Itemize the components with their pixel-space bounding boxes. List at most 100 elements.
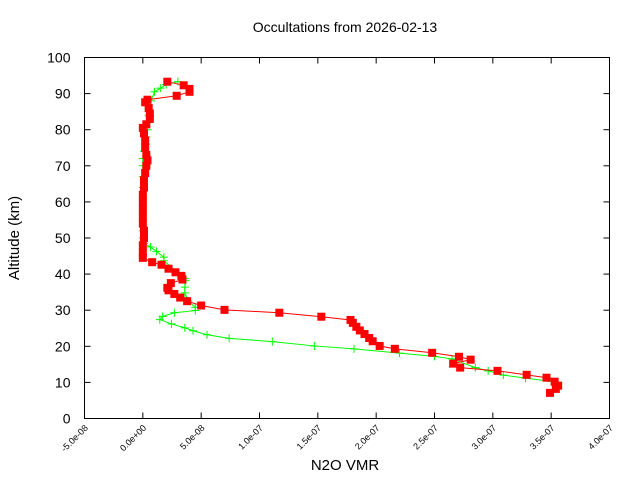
data-point-square [449,359,458,368]
data-point-plus [310,341,319,350]
data-point-square [145,109,154,118]
data-point-square [138,212,147,221]
data-point-square [141,98,150,107]
data-point-square [140,234,148,242]
data-point-square [493,366,502,375]
y-tick-label: 30 [55,302,71,318]
data-point-square [164,286,173,295]
data-point-square [551,384,560,393]
data-point-square [138,219,147,228]
x-tick-label: 5.0e-08 [178,423,207,452]
y-axis-label: Altitude (km) [6,196,23,280]
data-point-square [542,373,551,382]
y-tick-label: 40 [55,266,71,282]
data-point-square [171,268,180,277]
data-point-square [143,156,152,165]
x-axis-label: N2O VMR [311,457,380,474]
series-line [142,81,552,382]
x-tick-label: 3.5e-07 [528,423,557,452]
data-point-square [157,260,166,269]
y-tick-label: 10 [55,374,71,390]
data-point-square [138,205,147,214]
data-point-square [141,136,150,145]
x-tick-label: 4.0e-07 [586,423,615,452]
x-tick-label: 1.0e-07 [236,423,265,452]
data-point-square [138,248,147,257]
data-point-square [138,241,147,250]
data-point-plus [395,349,404,358]
data-point-square [170,289,179,298]
data-point-square [148,258,157,267]
x-tick-label: 0.0e+00 [118,423,148,453]
series-line [142,81,559,394]
data-point-plus [191,306,200,315]
y-tick-label: 80 [55,122,71,138]
data-point-square [140,129,148,138]
data-point-plus [156,84,165,93]
data-point-square [317,312,326,321]
data-point-square [375,341,384,350]
data-point-square [466,355,475,364]
y-tick-label: 0 [63,411,71,427]
data-point-square [145,114,154,123]
data-point-plus [167,319,176,328]
data-point-square [360,330,369,339]
data-point-square [179,81,188,90]
data-point-square [166,279,175,288]
y-tick-label: 60 [55,194,71,210]
chart-title: Occultations from 2026-02-13 [253,19,438,35]
data-point-plus [146,243,155,252]
x-tick-label: 2.5e-07 [411,423,440,452]
data-point-square [455,352,463,361]
data-point-square [141,143,150,152]
y-tick-label: 50 [55,230,71,246]
data-point-square [185,87,194,96]
data-point-plus [155,315,164,324]
data-point-square [138,190,147,199]
y-tick-label: 90 [55,86,71,102]
data-point-square [178,275,187,284]
y-tick-label: 100 [47,50,71,66]
data-point-square [141,169,150,178]
data-point-plus [268,337,277,346]
data-point-square [183,297,192,306]
data-point-plus [180,288,189,297]
series-green-plus [138,77,556,386]
data-point-plus [499,371,508,380]
data-point-plus [180,323,189,332]
data-point-square [197,301,206,310]
series-red-squares [138,77,563,397]
data-point-square [140,226,148,235]
data-point-square [138,197,147,206]
data-point-plus [189,326,197,335]
y-tick-label: 70 [55,158,71,174]
data-point-square [368,337,377,346]
data-point-square [390,344,399,353]
data-point-square [142,150,151,159]
data-point-square [275,308,284,317]
data-point-plus [170,308,179,317]
x-tick-label: -5.0e-08 [59,423,90,454]
data-point-square [176,293,185,302]
data-point-square [138,253,147,262]
data-point-square [140,183,148,192]
data-point-square [456,363,465,372]
data-point-plus [152,247,161,256]
x-tick-label: 2.0e-07 [353,423,382,452]
x-tick-label: 1.5e-07 [295,423,324,452]
data-point-square [220,305,229,314]
data-point-square [163,77,172,86]
data-point-plus [150,87,159,96]
data-point-square [428,348,437,357]
data-point-square [522,370,531,379]
data-point-square [172,91,181,100]
data-point-square [546,388,554,397]
data-point-plus [350,344,358,353]
data-point-square [164,264,173,273]
data-point-square [144,104,153,113]
data-point-plus [225,334,234,343]
data-point-square [355,326,364,335]
plot-frame [84,57,610,419]
data-point-plus [203,330,211,339]
